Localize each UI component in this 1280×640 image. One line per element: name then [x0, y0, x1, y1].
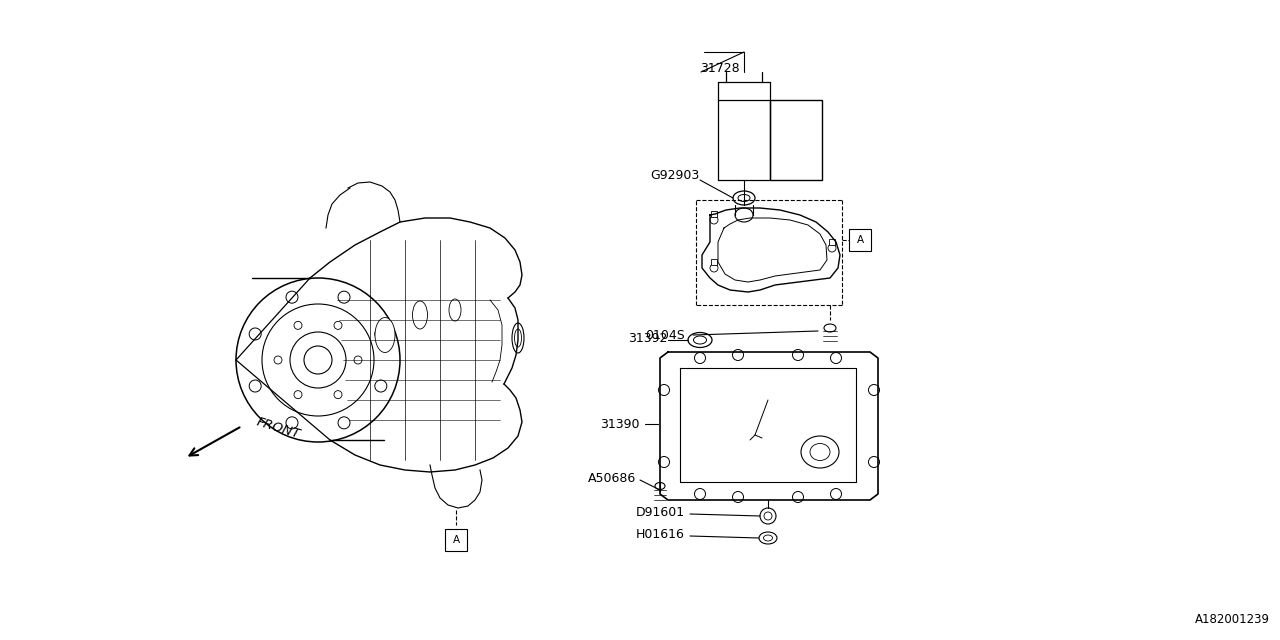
Ellipse shape [739, 195, 750, 202]
Circle shape [338, 291, 349, 303]
Ellipse shape [512, 323, 524, 353]
Circle shape [831, 488, 841, 499]
Text: D91601: D91601 [636, 506, 685, 518]
Circle shape [250, 380, 261, 392]
Ellipse shape [810, 444, 829, 461]
Circle shape [869, 456, 879, 467]
Circle shape [294, 321, 302, 330]
Ellipse shape [375, 317, 396, 353]
Ellipse shape [694, 336, 707, 344]
Bar [445, 529, 467, 551]
Ellipse shape [735, 208, 753, 222]
Circle shape [710, 264, 718, 272]
Circle shape [760, 508, 776, 524]
Text: G92903: G92903 [650, 168, 699, 182]
Ellipse shape [759, 532, 777, 544]
Circle shape [375, 328, 387, 340]
Text: 31390: 31390 [600, 417, 640, 431]
Text: H01616: H01616 [636, 527, 685, 541]
Circle shape [792, 349, 804, 360]
Ellipse shape [515, 329, 521, 347]
Ellipse shape [655, 483, 666, 490]
Circle shape [250, 328, 261, 340]
Text: 31728: 31728 [700, 61, 740, 74]
Circle shape [658, 385, 669, 396]
Circle shape [658, 456, 669, 467]
Circle shape [732, 349, 744, 360]
Text: 0104S: 0104S [645, 328, 685, 342]
Circle shape [334, 390, 342, 399]
Ellipse shape [801, 436, 838, 468]
Circle shape [695, 353, 705, 364]
Circle shape [262, 304, 374, 416]
Circle shape [355, 356, 362, 364]
Text: FRONT: FRONT [255, 415, 302, 441]
Text: A: A [452, 535, 460, 545]
Circle shape [828, 244, 836, 252]
Ellipse shape [763, 535, 773, 541]
Circle shape [831, 353, 841, 364]
Circle shape [291, 332, 346, 388]
Ellipse shape [449, 299, 461, 321]
Bar [710, 211, 717, 217]
Ellipse shape [689, 333, 712, 348]
Circle shape [236, 278, 401, 442]
Text: A182001239: A182001239 [1196, 613, 1270, 626]
Circle shape [274, 356, 282, 364]
Circle shape [285, 291, 298, 303]
Circle shape [334, 321, 342, 330]
Ellipse shape [733, 191, 755, 205]
Circle shape [732, 492, 744, 502]
Bar [710, 259, 717, 265]
Text: A: A [856, 235, 864, 245]
Circle shape [375, 380, 387, 392]
Circle shape [710, 216, 718, 224]
Circle shape [764, 512, 772, 520]
Circle shape [294, 390, 302, 399]
Circle shape [869, 385, 879, 396]
Circle shape [338, 417, 349, 429]
Ellipse shape [412, 301, 428, 329]
Circle shape [695, 488, 705, 499]
Text: 31392: 31392 [628, 332, 667, 344]
Bar [771, 100, 822, 180]
Bar [849, 229, 870, 251]
Bar [829, 239, 835, 245]
Text: A50686: A50686 [588, 472, 636, 484]
Ellipse shape [824, 324, 836, 332]
Circle shape [285, 417, 298, 429]
Circle shape [305, 346, 332, 374]
Circle shape [792, 492, 804, 502]
